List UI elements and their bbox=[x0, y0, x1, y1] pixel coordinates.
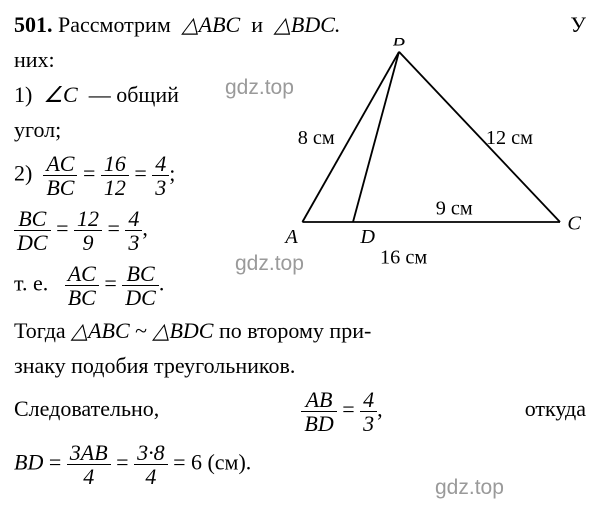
angle-c: ∠C bbox=[43, 82, 77, 107]
tri-bdc-2: △BDC bbox=[153, 318, 214, 343]
problem-number: 501. bbox=[14, 12, 53, 37]
svg-text:A: A bbox=[283, 226, 298, 248]
and-text: и bbox=[251, 12, 263, 37]
tilde: ~ bbox=[135, 318, 147, 343]
item1-line1: 1) ∠C — общий bbox=[14, 78, 264, 111]
frac-line-2: BC DC = 12 9 = 4 3 , bbox=[14, 207, 264, 254]
frac-4-3b: 4 3 bbox=[125, 207, 142, 254]
eq7: = bbox=[49, 449, 61, 474]
frac-bc-dc: BC DC bbox=[14, 207, 51, 254]
togda: Тогда bbox=[14, 318, 66, 343]
eq6: = bbox=[342, 396, 354, 421]
frac-3ab-4: 3AB 4 bbox=[67, 441, 111, 488]
triangle-diagram: A B C D 8 см 12 см 9 см 16 см bbox=[252, 38, 592, 268]
frac-4-3c: 4 3 bbox=[360, 388, 377, 435]
intro-text: Рассмотрим bbox=[58, 12, 171, 37]
bd-var: BD bbox=[14, 449, 43, 474]
tri-abc-2: △ABC bbox=[71, 318, 129, 343]
eq1: = bbox=[83, 161, 95, 186]
then-line-2: знаку подобия треугольников. bbox=[14, 349, 586, 382]
eq2: = bbox=[134, 161, 146, 186]
eq5: = bbox=[104, 271, 116, 296]
frac-24-4: 3·8 4 bbox=[134, 441, 168, 488]
triangle-abc: △ABC bbox=[182, 12, 240, 37]
consequently-line: Следовательно, AB BD = 4 3 , откуда bbox=[14, 388, 586, 435]
comma2: , bbox=[377, 396, 383, 421]
item1-line2: угол; bbox=[14, 113, 264, 146]
item2-prefix: 2) bbox=[14, 161, 32, 186]
eq8: = bbox=[116, 449, 128, 474]
then-line-1: Тогда △ABC ~ △BDC по второму при- bbox=[14, 314, 586, 347]
frac-ac-bc: AC BC bbox=[43, 152, 77, 199]
te-line: т. е. AC BC = BC DC . bbox=[14, 262, 586, 309]
period1: . bbox=[159, 271, 165, 296]
triangle-bdc: △BDC. bbox=[274, 12, 340, 37]
nih-text: них: bbox=[14, 47, 55, 72]
frac-ac-bc-2: AC BC bbox=[65, 262, 99, 309]
then-line2-text: знаку подобия треугольников. bbox=[14, 353, 295, 378]
intro-line-1: 501. Рассмотрим △ABC и △BDC. У bbox=[14, 8, 586, 41]
item1-text2: угол; bbox=[14, 117, 61, 142]
frac-4-3a: 4 3 bbox=[152, 152, 169, 199]
frac-12-9: 12 9 bbox=[74, 207, 102, 254]
eq3: = bbox=[56, 216, 68, 241]
whence-text: откуда bbox=[525, 392, 586, 425]
semi1: ; bbox=[169, 161, 175, 186]
frac-bc-dc-2: BC DC bbox=[122, 262, 159, 309]
then-text2: по второму при- bbox=[219, 318, 371, 343]
svg-text:12 см: 12 см bbox=[486, 127, 533, 149]
consequently-text: Следовательно, bbox=[14, 392, 159, 425]
item2-line: 2) AC BC = 16 12 = 4 3 ; bbox=[14, 152, 264, 199]
svg-text:B: B bbox=[393, 38, 405, 50]
svg-text:16 см: 16 см bbox=[380, 246, 427, 268]
te-text: т. е. bbox=[14, 271, 48, 296]
svg-text:8 см: 8 см bbox=[298, 127, 335, 149]
result-line: BD = 3AB 4 = 3·8 4 = 6 (см). bbox=[14, 441, 586, 488]
eq4: = bbox=[107, 216, 119, 241]
result-final: = 6 (см). bbox=[173, 449, 251, 474]
frac-ab-bd: AB BD bbox=[301, 388, 336, 435]
intro-line-2: них: bbox=[14, 43, 264, 76]
svg-text:9 см: 9 см bbox=[436, 198, 473, 220]
item1-text1: — общий bbox=[89, 82, 179, 107]
svg-text:C: C bbox=[567, 212, 581, 234]
svg-text:D: D bbox=[359, 226, 375, 248]
item1-prefix: 1) bbox=[14, 82, 32, 107]
intro-u: У bbox=[570, 8, 586, 41]
comma1: , bbox=[142, 216, 148, 241]
frac-16-12: 16 12 bbox=[101, 152, 129, 199]
